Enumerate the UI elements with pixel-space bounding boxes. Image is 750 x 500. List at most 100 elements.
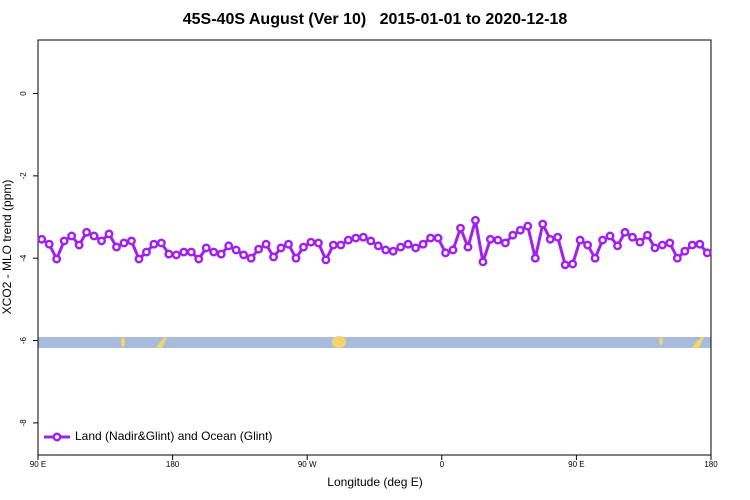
- data-point: [471, 215, 480, 225]
- y-tick-label: 0: [19, 91, 28, 96]
- data-point: [545, 234, 555, 244]
- data-point: [680, 246, 690, 256]
- data-point: [336, 240, 346, 250]
- data-point: [171, 250, 181, 260]
- data-point: [702, 248, 712, 258]
- x-axis-label: Longitude (deg E): [327, 475, 422, 489]
- data-point: [515, 225, 525, 235]
- data-point: [493, 235, 503, 245]
- y-tick-label: -8: [19, 419, 28, 427]
- data-point: [463, 242, 473, 252]
- data-point: [411, 243, 421, 253]
- y-axis-label: XCO2 - MLO trend (ppm): [0, 180, 14, 315]
- land-patch: [156, 337, 167, 348]
- ocean-band: [38, 337, 711, 348]
- data-point: [231, 245, 241, 255]
- data-point: [149, 239, 159, 249]
- data-point: [635, 237, 645, 247]
- data-point: [373, 241, 383, 251]
- data-point: [583, 240, 593, 250]
- data-point: [672, 253, 682, 263]
- data-point: [343, 235, 353, 245]
- data-point: [201, 243, 211, 253]
- data-point: [358, 232, 368, 242]
- data-point: [605, 231, 615, 241]
- y-tick-label: -6: [19, 336, 28, 344]
- data-point: [613, 241, 622, 251]
- x-tick-label: 0: [440, 460, 445, 469]
- data-point: [553, 232, 563, 242]
- data-point: [276, 243, 286, 253]
- data-point: [642, 230, 652, 240]
- data-point: [403, 239, 413, 249]
- data-point: [291, 253, 301, 263]
- data-point: [448, 245, 458, 255]
- data-point: [381, 245, 391, 255]
- data-point: [134, 254, 144, 264]
- data-point: [628, 232, 637, 242]
- data-point: [433, 233, 443, 243]
- data-point: [485, 234, 495, 244]
- data-point: [568, 259, 578, 269]
- x-tick-label: 180: [166, 460, 180, 469]
- data-point: [426, 233, 436, 243]
- data-point: [530, 253, 540, 263]
- data-point: [156, 238, 166, 248]
- data-point: [575, 235, 585, 245]
- legend-label: Land (Nadir&Glint) and Ocean (Glint): [75, 429, 272, 443]
- data-point: [695, 239, 705, 249]
- data-point: [388, 246, 398, 256]
- land-patch: [332, 336, 346, 348]
- data-point: [52, 254, 62, 264]
- data-point: [366, 236, 376, 246]
- chart-title: 45S-40S August (Ver 10) 2015-01-01 to 20…: [183, 11, 568, 28]
- data-point: [299, 242, 308, 252]
- data-point: [59, 236, 69, 246]
- data-point: [67, 231, 77, 241]
- data-point: [254, 244, 264, 254]
- data-point: [119, 238, 129, 248]
- data-point: [508, 230, 518, 240]
- data-point: [194, 254, 204, 264]
- data-point: [186, 247, 196, 257]
- data-point: [284, 239, 293, 249]
- data-point: [478, 257, 488, 267]
- data-point: [179, 247, 189, 257]
- data-point: [261, 239, 271, 249]
- y-tick-label: -4: [19, 254, 28, 262]
- data-point: [560, 260, 570, 270]
- land-ocean-strip: [38, 336, 711, 348]
- data-point: [82, 227, 92, 237]
- data-point: [598, 235, 608, 245]
- data-point: [441, 248, 450, 258]
- y-tick-label: -2: [19, 172, 28, 180]
- data-point: [141, 247, 151, 257]
- data-point: [351, 233, 361, 243]
- data-point: [313, 238, 323, 248]
- data-point: [112, 242, 121, 252]
- data-point: [89, 231, 99, 241]
- data-point: [37, 234, 47, 244]
- data-point: [104, 229, 114, 239]
- data-point: [209, 247, 219, 257]
- data-point: [590, 253, 600, 263]
- x-tick-label: 180: [704, 460, 718, 469]
- data-point: [418, 239, 428, 249]
- land-patch: [121, 337, 125, 347]
- x-tick-label: 90 E: [30, 460, 46, 469]
- data-point: [665, 238, 675, 248]
- data-point: [239, 250, 249, 260]
- data-point: [74, 240, 84, 250]
- data-point: [164, 249, 174, 259]
- data-point: [97, 236, 107, 246]
- plot-frame: [37, 39, 712, 456]
- data-point: [127, 236, 136, 246]
- legend-marker: [52, 432, 62, 442]
- data-point: [328, 240, 338, 250]
- data-point: [500, 238, 510, 248]
- data-point: [538, 219, 548, 229]
- data-point: [321, 255, 331, 265]
- data-point: [396, 242, 406, 252]
- land-patch: [659, 337, 663, 345]
